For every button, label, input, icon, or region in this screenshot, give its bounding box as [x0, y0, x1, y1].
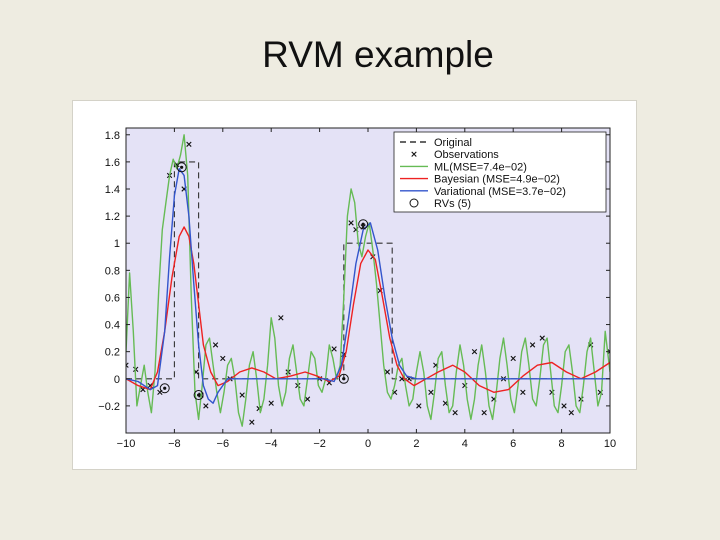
rvm-chart: −10 −8 −6 −4 −2 0 2 4 6 8 10 −0.2 0 0.2 0.4 0.6 0.8 1 1.2 1… — [98, 127, 616, 450]
y-tick-label: 0.8 — [105, 265, 120, 277]
observation-marker — [220, 355, 226, 362]
observation-marker — [126, 362, 129, 368]
x-tick-label: 6 — [510, 438, 516, 450]
observation-marker — [471, 348, 478, 355]
observation-marker — [203, 403, 209, 409]
observation-marker — [249, 419, 255, 425]
y-tick-label: 1 — [114, 238, 120, 250]
rv-center-dot — [197, 393, 201, 397]
observation-marker — [304, 396, 311, 402]
y-tick-label: 0.4 — [105, 320, 120, 332]
x-tick-label: −4 — [265, 438, 278, 450]
observation-marker — [268, 400, 274, 406]
legend-swatch-rvs — [409, 198, 419, 208]
legend-label: Observations — [434, 149, 499, 161]
observation-marker — [428, 389, 434, 396]
observation-marker — [529, 342, 536, 348]
rv-circle — [338, 373, 349, 384]
original-line — [126, 161, 610, 380]
x-tick-label: −10 — [117, 438, 136, 450]
rv-center-dot — [180, 165, 184, 169]
observation-marker — [416, 403, 422, 409]
rv-center-dot — [361, 222, 365, 226]
observation-marker — [348, 220, 354, 226]
rv-center-dot — [342, 377, 346, 381]
y-tick-label: 1.8 — [105, 130, 120, 142]
observation-marker — [331, 346, 337, 352]
x-tick-label: −2 — [313, 438, 326, 450]
legend-label: RVs (5) — [434, 198, 471, 210]
legend-label: ML(MSE=7.4e−02) — [434, 161, 527, 173]
y-tick-label: 0 — [114, 374, 120, 386]
x-tick-label: 10 — [604, 438, 616, 450]
slide-title: RVM example — [262, 34, 494, 75]
y-tick-label: 1.6 — [105, 157, 120, 169]
y-tick-label: 0.6 — [105, 292, 120, 304]
observation-marker — [239, 392, 245, 398]
legend-label: Variational (MSE=3.7e−02) — [434, 186, 566, 198]
observation-marker — [520, 389, 526, 396]
series-line — [126, 134, 610, 427]
y-tick-label: 1.2 — [105, 211, 120, 223]
x-tick-label: 2 — [413, 438, 419, 450]
rv-circle — [193, 390, 204, 401]
x-tick-label: 0 — [365, 438, 371, 450]
x-tick-label: 8 — [559, 438, 565, 450]
observation-marker — [561, 403, 567, 409]
y-tick-label: 0.2 — [105, 347, 120, 359]
observation-marker — [212, 342, 219, 348]
x-tick-label: 4 — [462, 438, 468, 450]
observation-marker — [186, 141, 192, 147]
x-tick-label: −6 — [217, 438, 230, 450]
legend-label: Bayesian (MSE=4.9e−02) — [434, 174, 560, 186]
rv-circle — [176, 162, 187, 173]
observation-marker — [384, 369, 391, 375]
x-tick-label: −8 — [168, 438, 181, 450]
observation-marker — [539, 335, 545, 341]
legend-box — [393, 131, 607, 213]
rv-circle — [358, 219, 369, 230]
rv-center-dot — [163, 386, 167, 390]
y-tick-label: −0.2 — [98, 401, 120, 413]
observation-marker — [278, 315, 284, 321]
observation-marker — [568, 409, 574, 416]
observation-marker — [157, 389, 163, 396]
y-tick-label: 1.4 — [105, 184, 120, 196]
rv-circle — [159, 383, 170, 394]
observation-marker — [510, 355, 516, 362]
series-line — [126, 226, 610, 393]
legend-swatch-observations — [411, 151, 417, 157]
observation-marker — [481, 409, 487, 416]
series-line — [126, 167, 610, 404]
legend-label: Original — [434, 137, 472, 149]
observation-marker — [452, 409, 458, 416]
